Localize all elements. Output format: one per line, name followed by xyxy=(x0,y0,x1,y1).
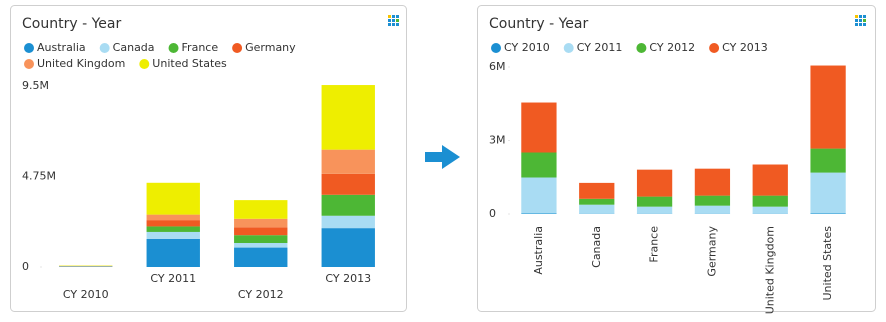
y-tick-label: 9.5M xyxy=(22,79,49,92)
bar-segment xyxy=(234,218,288,228)
bar-segment xyxy=(521,102,557,153)
x-tick-label: CY 2011 xyxy=(150,272,196,285)
bar-segment xyxy=(694,168,731,196)
x-tick-label: United Kingdom xyxy=(763,226,776,314)
bar-segment xyxy=(321,149,375,174)
bar-segment xyxy=(521,152,557,178)
bar-segment xyxy=(810,148,846,173)
bar-segment xyxy=(146,182,200,215)
bar-segment xyxy=(146,231,200,239)
legend-label: Germany xyxy=(245,41,296,54)
legend-label: United Kingdom xyxy=(37,57,125,70)
bar-segment xyxy=(810,65,846,149)
bar-segment xyxy=(321,215,375,229)
legend-label: France xyxy=(182,41,219,54)
bar-segment xyxy=(234,227,288,236)
legend-marker xyxy=(636,43,647,53)
bar-segment xyxy=(752,195,788,207)
bar-segment xyxy=(146,214,200,221)
x-tick-label: Canada xyxy=(590,226,603,268)
y-tick-label: 3M xyxy=(489,134,506,147)
legend-marker xyxy=(99,43,110,53)
legend-marker xyxy=(168,43,179,53)
x-tick-label: CY 2013 xyxy=(325,272,371,285)
x-tick-label: United States xyxy=(821,226,834,301)
x-tick-label: Australia xyxy=(532,226,545,275)
x-tick-label: CY 2010 xyxy=(63,288,109,301)
bar-segment xyxy=(321,194,375,216)
bar-segment xyxy=(579,182,615,199)
bar-segment xyxy=(321,228,375,267)
x-tick-label: Germany xyxy=(705,226,718,277)
bar-segment xyxy=(579,198,615,205)
legend-marker xyxy=(24,43,34,53)
bar-segment xyxy=(636,169,673,197)
chart-title: Country - Year xyxy=(489,16,588,32)
legend-label: Canada xyxy=(113,41,155,54)
bar-segment xyxy=(146,220,200,227)
legend-label: CY 2010 xyxy=(504,41,550,54)
legend-label: CY 2013 xyxy=(722,41,768,54)
chart-icon xyxy=(388,15,399,26)
bar-segment xyxy=(694,195,731,206)
x-tick-label: CY 2012 xyxy=(238,288,284,301)
bar-segment xyxy=(521,177,557,214)
bar-segment xyxy=(752,206,788,214)
bar-segment xyxy=(234,200,288,219)
x-tick-label: France xyxy=(648,226,661,263)
legend-marker xyxy=(139,59,150,69)
bar-segment xyxy=(636,206,673,214)
y-tick-label: 4.75M xyxy=(22,170,56,183)
bar-segment xyxy=(579,204,615,214)
legend-marker xyxy=(232,43,243,53)
legend-label: Australia xyxy=(37,41,86,54)
bar-segment xyxy=(810,172,846,214)
bar-segment xyxy=(752,164,788,196)
bar-segment xyxy=(636,196,673,207)
y-tick-label: 0 xyxy=(489,207,496,220)
bar-segment xyxy=(321,85,375,150)
chart-icon xyxy=(855,15,866,26)
y-tick-label: 0 xyxy=(22,260,29,273)
panel xyxy=(477,5,876,312)
legend-marker xyxy=(709,43,720,53)
bar-segment xyxy=(234,247,288,267)
legend-marker xyxy=(563,43,574,53)
legend-label: CY 2012 xyxy=(649,41,695,54)
legend-marker xyxy=(491,43,501,53)
legend-label: United States xyxy=(152,57,227,70)
bar-segment xyxy=(146,238,200,267)
bar-segment xyxy=(234,242,288,248)
bar-segment xyxy=(321,173,375,195)
legend-label: CY 2011 xyxy=(577,41,623,54)
panel xyxy=(10,5,407,312)
bar-segment xyxy=(146,226,200,232)
bar-segment xyxy=(234,235,288,243)
legend-marker xyxy=(24,59,34,69)
bar-segment xyxy=(694,205,731,214)
chart-title: Country - Year xyxy=(22,16,121,32)
y-tick-label: 6M xyxy=(489,60,506,73)
arrow xyxy=(425,145,460,169)
